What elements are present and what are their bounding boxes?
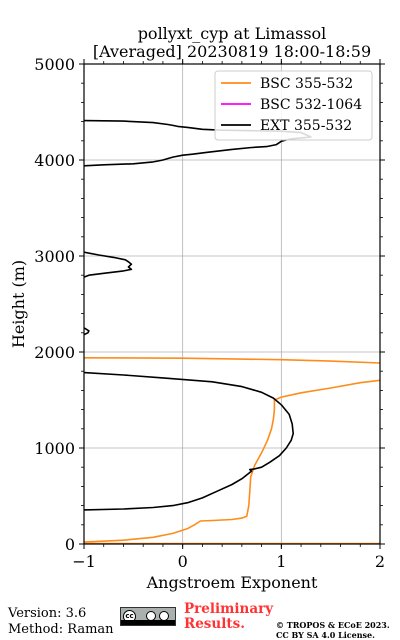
legend-label: EXT 355-532 <box>260 118 352 134</box>
series-line-bsc-355-532 <box>84 379 380 543</box>
x-axis-label: Angstroem Exponent <box>146 573 318 592</box>
series-line-bsc-355-532 <box>84 356 380 364</box>
y-tick-label: 5000 <box>34 55 75 74</box>
chart-title-line-2: [Averaged] 20230819 18:00-18:59 <box>93 42 371 61</box>
x-tick-label: 2 <box>375 552 385 571</box>
legend-label: BSC 355-532 <box>260 76 353 92</box>
preliminary-line-2: Results. <box>184 616 245 632</box>
copyright-line-2: CC BY SA 4.0 License. <box>276 630 375 640</box>
cc-license-badge[interactable]: cc <box>120 607 176 626</box>
y-tick-label: 3000 <box>34 247 75 266</box>
legend-label: BSC 532-1064 <box>260 97 362 113</box>
series-line-ext-355-532 <box>84 251 133 278</box>
method-text: Method: Raman <box>8 622 114 637</box>
plot-frame <box>83 63 381 545</box>
series-line-ext-355-532 <box>84 371 295 511</box>
version-text: Version: 3.6 <box>8 606 87 621</box>
y-tick-label: 4000 <box>34 151 75 170</box>
y-tick-label: 2000 <box>34 343 75 362</box>
copyright-line-1: © TROPOS & ECoE 2023. <box>276 620 390 630</box>
copyright-notice: © TROPOS & ECoE 2023. CC BY SA 4.0 Licen… <box>276 620 390 640</box>
cc-strip <box>121 620 175 625</box>
chart-title-line-1: pollyxt_cyp at Limassol <box>138 24 327 43</box>
y-tick-label: 0 <box>65 535 75 554</box>
x-tick-label: 1 <box>276 552 286 571</box>
x-tick-label: −1 <box>72 552 96 571</box>
preliminary-notice: Preliminary Results. <box>184 602 273 632</box>
preliminary-line-1: Preliminary <box>184 601 274 617</box>
y-axis-label: Height (m) <box>9 260 28 348</box>
legend-box <box>214 70 373 141</box>
y-tick-label: 1000 <box>34 439 75 458</box>
series-line-ext-355-532 <box>84 327 90 336</box>
x-tick-label: 0 <box>178 552 188 571</box>
